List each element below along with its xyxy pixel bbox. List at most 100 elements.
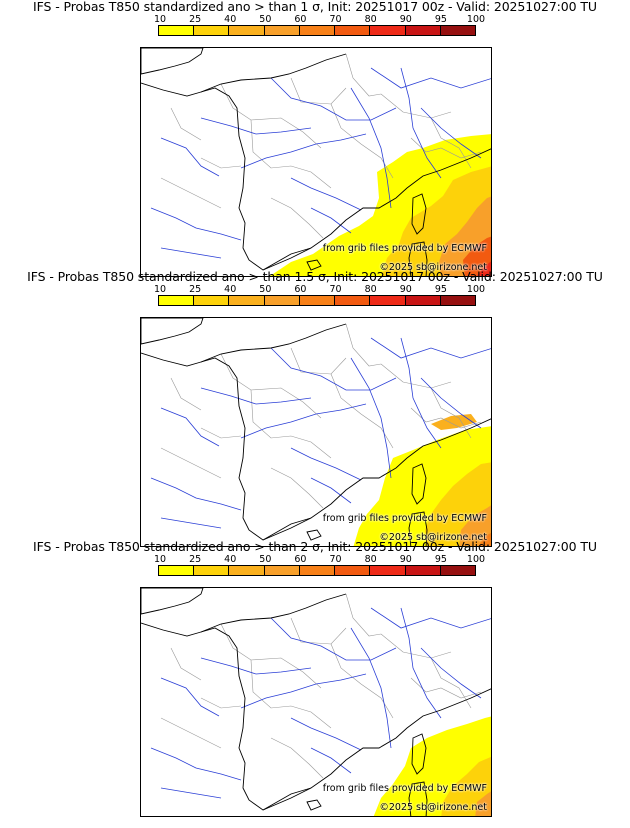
river xyxy=(200,657,312,675)
admin-border xyxy=(330,643,394,719)
admin-border xyxy=(380,363,452,389)
river xyxy=(270,347,397,391)
map-panel: IFS - Probas T850 standardized ano > tha… xyxy=(0,0,630,277)
coastlines xyxy=(141,588,491,816)
colorbar-swatch xyxy=(194,26,230,35)
colorbar-swatch xyxy=(405,566,441,575)
map-canvas xyxy=(141,318,491,546)
probability-area xyxy=(463,236,491,276)
probability-shading xyxy=(373,716,491,816)
credit-source: from grib files provided by ECMWF xyxy=(322,783,487,794)
river xyxy=(420,377,482,429)
map-canvas xyxy=(141,48,491,276)
admin-border xyxy=(345,323,382,367)
map-panel: IFS - Probas T850 standardized ano > tha… xyxy=(0,539,630,817)
colorbar-swatch xyxy=(159,566,195,575)
river xyxy=(160,407,220,447)
admin-border xyxy=(170,647,202,681)
colorbar-tick-label: 40 xyxy=(224,554,237,565)
river xyxy=(240,133,367,169)
admin-border xyxy=(410,407,482,429)
colorbar-tick-label: 100 xyxy=(466,554,486,565)
river xyxy=(160,787,222,799)
admin-border xyxy=(200,157,242,169)
admin-border xyxy=(290,77,347,105)
probability-map: from grib files provided by ECMWF ©2025 s… xyxy=(140,47,492,277)
credit-copyright: ©2025 sb@irizone.net xyxy=(379,802,487,813)
river xyxy=(290,717,362,751)
colorbar-tick-label: 60 xyxy=(294,14,307,25)
admin-border xyxy=(250,119,332,189)
colorbar-tick-label: 25 xyxy=(189,284,202,295)
admin-border xyxy=(290,617,347,645)
rivers xyxy=(150,337,491,529)
admin-border xyxy=(220,353,322,419)
map-canvas xyxy=(141,588,491,816)
colorbar-swatches xyxy=(158,25,476,36)
colorbar-swatch xyxy=(159,26,195,35)
colorbar-swatch xyxy=(370,26,406,35)
river xyxy=(400,337,442,449)
coastline-uk xyxy=(141,318,204,345)
admin-border xyxy=(170,377,202,411)
admin-border xyxy=(270,467,324,509)
colorbar-tick-label: 95 xyxy=(434,554,447,565)
coastline-balearic xyxy=(306,799,322,811)
admin-border xyxy=(345,53,382,97)
colorbar-swatch xyxy=(264,566,300,575)
river xyxy=(160,517,222,529)
colorbar-tick-label: 95 xyxy=(434,14,447,25)
coastline-corsica xyxy=(411,193,427,235)
river xyxy=(350,87,392,209)
colorbar-tick-label: 10 xyxy=(153,284,167,295)
admin-borders xyxy=(160,323,482,509)
probability-map: from grib files provided by ECMWF ©2025 s… xyxy=(140,587,492,817)
panel-title: IFS - Probas T850 standardized ano > tha… xyxy=(33,539,597,554)
colorbar-tick-label: 70 xyxy=(329,14,342,25)
admin-borders xyxy=(160,593,482,779)
river xyxy=(350,357,392,479)
coastline-uk xyxy=(141,48,204,75)
colorbar: 10 25 40 50 60 70 80 90 95 100 xyxy=(154,284,485,306)
coastline-uk xyxy=(141,588,204,615)
river xyxy=(370,607,491,629)
colorbar-tick-label: 40 xyxy=(224,14,237,25)
admin-border xyxy=(200,427,242,439)
river xyxy=(150,207,242,241)
colorbar-swatch xyxy=(159,296,195,305)
admin-border xyxy=(270,197,324,239)
probability-area xyxy=(431,414,477,430)
river xyxy=(270,617,397,661)
coastline xyxy=(200,323,347,363)
colorbar-tick-label: 80 xyxy=(364,14,377,25)
coastline-sardinia xyxy=(408,511,428,546)
coastline-balearic xyxy=(306,529,322,541)
river xyxy=(310,207,352,234)
colorbar-tick-label: 80 xyxy=(364,554,377,565)
river xyxy=(370,67,491,89)
rivers xyxy=(150,67,491,259)
colorbar-tick-label: 50 xyxy=(259,14,272,25)
admin-border xyxy=(250,659,332,729)
admin-border xyxy=(430,387,472,439)
colorbar-tick-label: 90 xyxy=(399,554,412,565)
river xyxy=(200,117,312,135)
coastline xyxy=(262,418,491,541)
admin-border xyxy=(290,347,347,375)
river xyxy=(160,677,220,717)
coastlines xyxy=(141,48,491,276)
colorbar-swatch xyxy=(229,26,265,35)
probability-area xyxy=(476,261,491,276)
map-panel: IFS - Probas T850 standardized ano > tha… xyxy=(0,270,630,547)
colorbar-swatch xyxy=(194,296,230,305)
probability-area xyxy=(478,533,491,546)
colorbar-swatches xyxy=(158,565,476,576)
credit-copyright: ©2025 sb@irizone.net xyxy=(379,262,487,273)
admin-border xyxy=(160,447,222,479)
colorbar-swatch xyxy=(335,566,371,575)
river xyxy=(420,107,482,159)
colorbar-tick-label: 10 xyxy=(153,554,167,565)
admin-border xyxy=(345,593,382,637)
colorbar-tick-label: 60 xyxy=(294,554,307,565)
probability-area xyxy=(475,791,491,816)
